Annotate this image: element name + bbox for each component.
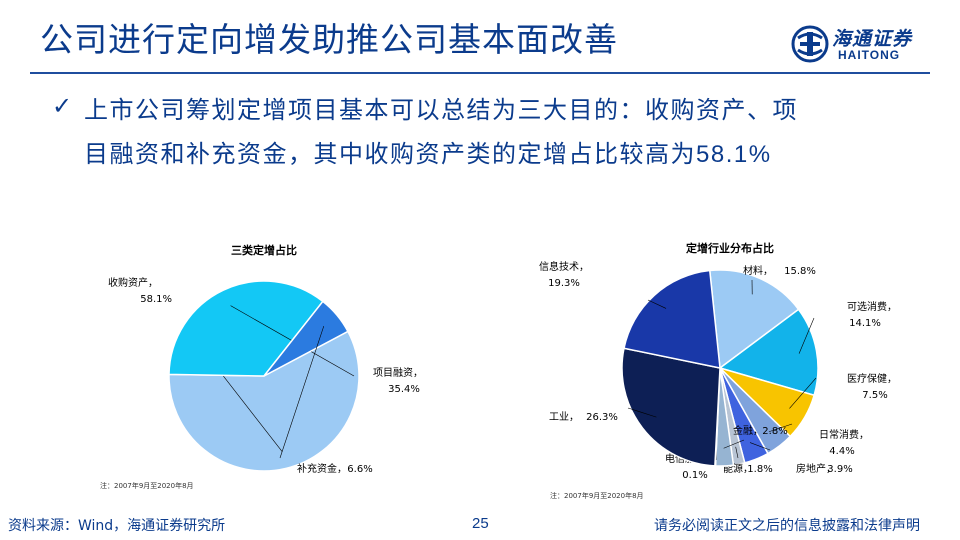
slice-value: 3.9% — [827, 464, 852, 475]
slice-value: 0.1% — [682, 470, 707, 481]
leader-line — [749, 442, 771, 451]
bullet-line-2: 目融资和补充资金，其中收购资产类的定增占比较高为58.1% — [84, 132, 924, 177]
bullet-highlight-value: 58.1% — [696, 141, 772, 168]
chart-title: 三类定增占比 — [231, 243, 297, 257]
slice-label: 工业， — [549, 411, 579, 423]
slice-label: 材料， — [743, 264, 773, 277]
page-title: 公司进行定向增发助推公司基本面改善 — [40, 20, 618, 59]
slice-label: 项目融资， — [373, 367, 423, 379]
slice-value: 1.8% — [747, 464, 772, 475]
source-note: 资料来源：Wind，海通证券研究所 — [8, 518, 226, 534]
pie-slice-10 — [623, 269, 721, 369]
bullet-line-2-text: 目融资和补充资金，其中收购资产类的定增占比较高为 — [84, 140, 696, 168]
checkmark-icon: ✓ — [52, 92, 73, 120]
slice-label: 日常消费， — [819, 428, 869, 441]
pie-slice-2 — [168, 280, 324, 377]
slice-value: 2.8% — [762, 426, 787, 437]
slice-label: 可选消费， — [847, 300, 897, 313]
chart-note: 注：2007年9月至2020年8月 — [100, 481, 194, 490]
leader-line — [723, 439, 745, 449]
leader-line — [627, 407, 657, 418]
chart-three-types: 三类定增占比收购资产， 58.1% 项目融资， 35.4% 补充资金， 6.6% 注：200… — [92, 228, 472, 498]
logo-chinese-text: 海通证券 — [832, 28, 913, 50]
chart-note: 注：2007年9月至2020年8月 — [550, 491, 644, 500]
slice-value: 58.1% — [140, 294, 172, 305]
leader-line — [647, 299, 667, 309]
leader-line — [798, 317, 815, 354]
slice-value: 35.4% — [388, 384, 420, 395]
chart-title: 定增行业分布占比 — [686, 241, 774, 255]
haitong-logo: 海通证券 HAITONG — [790, 22, 940, 66]
bullet-text: 上市公司筹划定增项目基本可以总结为三大目的：收购资产、项 目融资和补充资金，其中… — [84, 88, 924, 177]
slice-label: 收购资产， — [108, 276, 158, 289]
slice-value: 4.4% — [829, 446, 854, 457]
slice-value: 14.1% — [849, 318, 881, 329]
pie-slice-9 — [621, 347, 721, 467]
slice-value: 15.8% — [784, 266, 816, 277]
chart-industry: 定增行业分布占比材料， 15.8% 可选消费， 14.1% 医疗保健， 7.5% 日常消费，… — [530, 228, 930, 508]
pie-slice-3 — [263, 300, 349, 377]
slice-label: 补充资金， — [297, 462, 347, 475]
slice-label: 医疗保健， — [847, 372, 897, 385]
pie-slice-1 — [708, 269, 800, 370]
slice-label: 信息技术， — [539, 260, 589, 273]
haitong-emblem-icon — [791, 25, 829, 63]
leader-line — [735, 446, 739, 459]
slice-value: 19.3% — [548, 278, 580, 289]
pie-slice-2 — [718, 308, 819, 397]
page-number: 25 — [472, 515, 489, 532]
slice-label: 房地产， — [796, 462, 836, 475]
leader-line — [789, 377, 817, 409]
slice-value: 26.3% — [586, 412, 618, 423]
logo-english-text: HAITONG — [838, 48, 901, 62]
leader-line — [768, 423, 793, 433]
bullet-line-1: 上市公司筹划定增项目基本可以总结为三大目的：收购资产、项 — [84, 96, 798, 124]
slice-label: 金融， — [733, 424, 763, 437]
title-divider — [30, 72, 930, 74]
slice-value: 6.6% — [347, 464, 372, 475]
leader-line — [279, 325, 325, 459]
pie-slice-1 — [168, 330, 360, 472]
disclaimer: 请务必阅读正文之后的信息披露和法律声明 — [654, 518, 920, 534]
slice-value: 7.5% — [862, 390, 887, 401]
